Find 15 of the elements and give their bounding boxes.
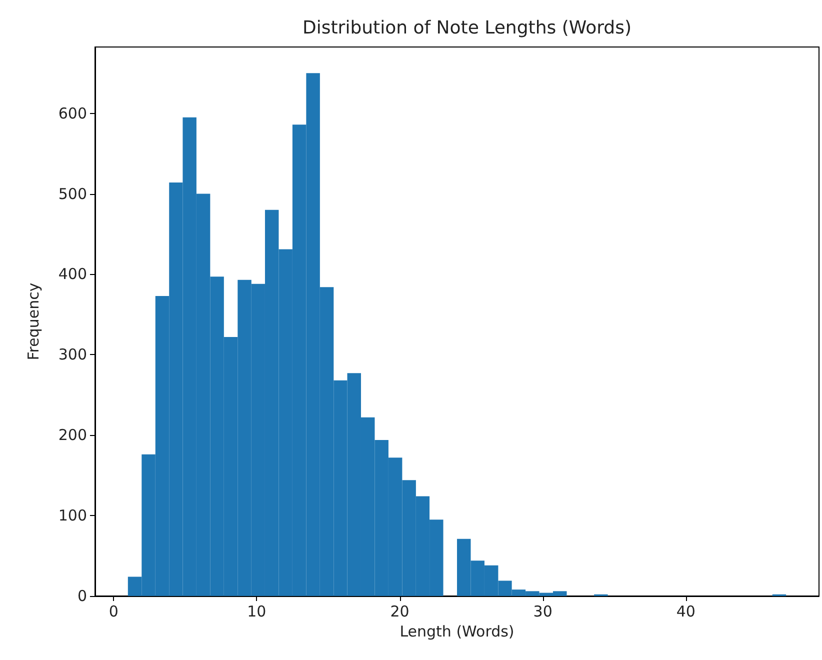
y-tick-label: 400 bbox=[58, 265, 87, 284]
chart-title: Distribution of Note Lengths (Words) bbox=[302, 18, 632, 38]
x-tick-label: 30 bbox=[533, 602, 552, 620]
x-axis-title: Length (Words) bbox=[400, 622, 514, 640]
y-tick-label: 100 bbox=[58, 506, 87, 525]
x-tick-label: 0 bbox=[108, 602, 118, 620]
x-tick-label: 20 bbox=[390, 602, 410, 620]
y-tick-label: 600 bbox=[58, 104, 87, 122]
y-tick-label: 500 bbox=[58, 184, 87, 203]
y-tick-label: 0 bbox=[77, 587, 87, 605]
x-tick-label: 40 bbox=[676, 602, 696, 620]
y-tick-label: 300 bbox=[58, 346, 87, 364]
y-axis-title: Frequency bbox=[24, 282, 42, 360]
x-tick-label: 10 bbox=[247, 602, 266, 620]
y-tick-label: 200 bbox=[58, 426, 87, 444]
